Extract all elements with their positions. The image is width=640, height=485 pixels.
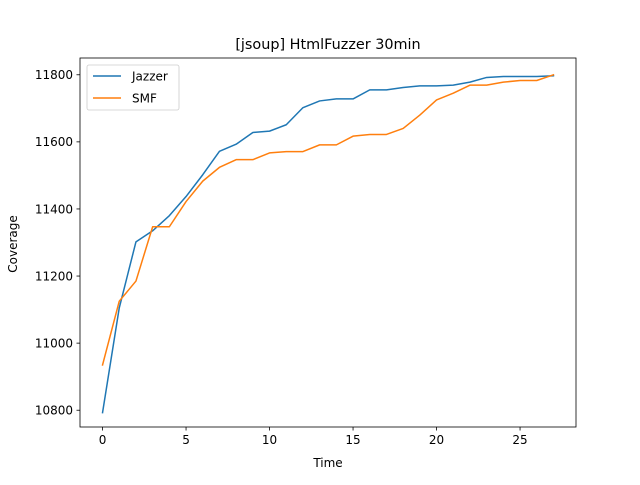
x-tick-label: 15	[345, 433, 360, 447]
x-tick-label: 5	[182, 433, 190, 447]
plot-frame	[79, 57, 577, 428]
y-tick-label: 11400	[35, 202, 73, 216]
series-line-smf	[101, 73, 555, 366]
x-axis-label: Time	[312, 456, 342, 470]
x-tick-label: 0	[99, 433, 107, 447]
y-tick-label: 11200	[35, 269, 73, 283]
x-axis-ticks: 0 5 10 15 20 25	[99, 427, 528, 447]
legend-label-smf: SMF	[132, 92, 157, 106]
y-tick-label: 11000	[35, 336, 73, 350]
y-axis-label: Coverage	[6, 215, 20, 273]
y-tick-label: 10800	[35, 404, 73, 418]
chart-title: [jsoup] HtmlFuzzer 30min	[235, 37, 420, 53]
legend-label-jazzer: Jazzer	[131, 70, 168, 84]
y-tick-label: 11800	[35, 68, 73, 82]
x-tick-label: 25	[512, 433, 527, 447]
y-tick-label: 11600	[35, 135, 73, 149]
x-tick-label: 10	[262, 433, 277, 447]
series-line-jazzer	[101, 75, 555, 414]
legend: Jazzer SMF	[86, 64, 180, 111]
y-axis-ticks: 10800 11000 11200 11400 11600 11800	[35, 68, 80, 418]
x-tick-label: 20	[429, 433, 444, 447]
series-lines	[101, 73, 555, 414]
